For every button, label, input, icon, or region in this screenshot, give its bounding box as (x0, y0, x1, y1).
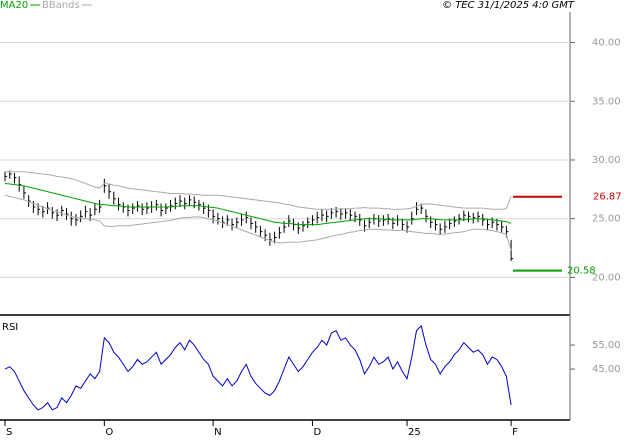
ma-line (4, 182, 512, 226)
level-label: 26.87 (593, 192, 622, 203)
legend-label: MA20 (0, 0, 28, 11)
y-tick-label: 45.00 (592, 364, 621, 375)
level-label: 20.58 (567, 266, 596, 277)
rsi-line (4, 324, 512, 411)
copyright: © TEC 31/1/2025 4:0 GMT (442, 0, 575, 11)
x-tick-label: D (313, 427, 321, 438)
x-tick-label: N (214, 427, 221, 438)
x-tick-label: F (512, 427, 518, 438)
y-tick-label: 35.00 (592, 96, 621, 107)
band-line (4, 194, 512, 251)
band-line (5, 171, 512, 210)
panel-title: RSI (2, 322, 18, 333)
x-tick-label: O (105, 427, 113, 438)
y-tick-label: 25.00 (592, 214, 621, 225)
y-tick-label: 30.00 (592, 155, 621, 166)
y-tick-label: 55.00 (592, 340, 621, 351)
y-tick-label: 40.00 (592, 38, 621, 49)
x-tick-label: 25 (408, 427, 421, 438)
legend-label: BBands (42, 0, 80, 11)
x-tick-label: S (6, 427, 12, 438)
y-tick-label: 20.00 (592, 272, 621, 283)
